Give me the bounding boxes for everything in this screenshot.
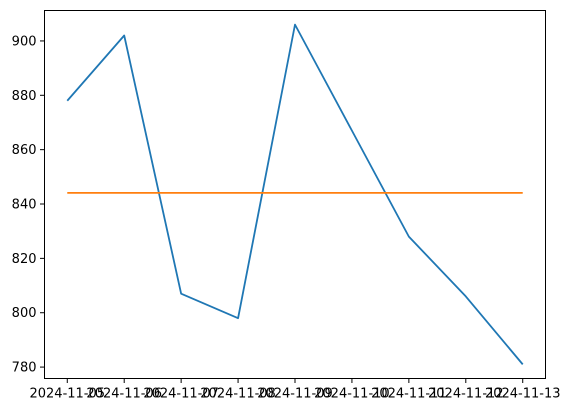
series-0-line [66,23,524,365]
x-tick-label: 2024-11-07 [143,387,219,402]
y-tick-label: 780 [12,361,37,376]
x-tick-label: 2024-11-11 [371,387,447,402]
y-tick-label: 900 [12,34,37,49]
y-tick-label: 820 [12,252,37,267]
y-tick-label: 860 [12,143,37,158]
x-tick-label: 2024-11-10 [314,387,390,402]
y-tick-label: 880 [12,89,37,104]
x-tick-label: 2024-11-13 [485,387,561,402]
plot-area [66,23,524,365]
y-tick-label: 840 [12,198,37,213]
y-tick-label: 800 [12,306,37,321]
x-tick-label: 2024-11-06 [86,387,162,402]
axes: 2024-11-052024-11-062024-11-072024-11-08… [12,10,561,402]
x-tick-label: 2024-11-05 [29,387,105,402]
x-tick-label: 2024-11-12 [428,387,504,402]
x-tick-label: 2024-11-09 [257,387,333,402]
x-tick-label: 2024-11-08 [200,387,276,402]
